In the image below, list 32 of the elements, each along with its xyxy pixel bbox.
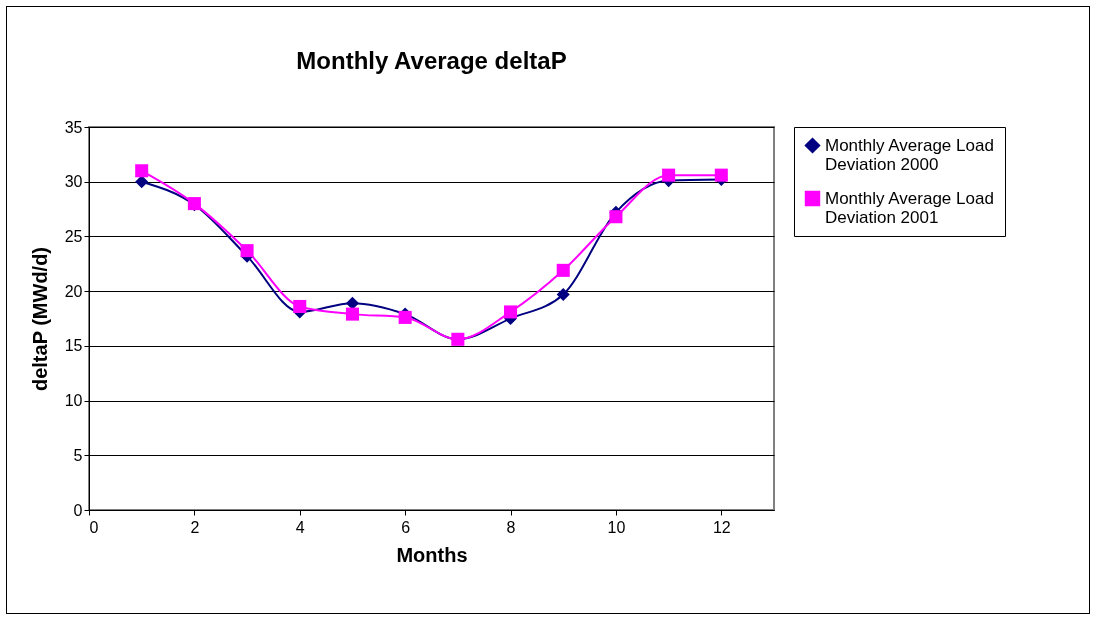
y-tick-label: 10 [64, 392, 83, 410]
y-tick-label: 25 [64, 227, 83, 245]
point [135, 175, 149, 189]
x-tick-label: 0 [89, 518, 99, 536]
point [556, 263, 570, 277]
point [135, 164, 149, 178]
point [345, 296, 359, 310]
point [609, 210, 623, 224]
legend-label: Monthly Average Load Deviation 2001 [825, 188, 994, 227]
y-tick-label: 15 [64, 337, 83, 355]
point [504, 305, 518, 319]
x-axis-title: Months [396, 543, 468, 566]
y-tick-label: 35 [64, 118, 83, 136]
chart-title: Monthly Average deltaP [296, 47, 567, 74]
x-tick-label: 2 [190, 518, 200, 536]
point [662, 168, 676, 182]
legend-label: Monthly Average Load Deviation 2000 [825, 135, 994, 174]
x-tick-label: 8 [506, 518, 516, 536]
x-tick-label: 12 [712, 518, 731, 536]
point [556, 287, 570, 301]
x-tick-label: 10 [607, 518, 626, 536]
y-axis-title: deltaP (MWd/d) [28, 246, 51, 392]
point [293, 299, 307, 313]
y-tick-label: 20 [64, 282, 83, 300]
point [240, 244, 254, 258]
y-tick-label: 5 [73, 446, 83, 464]
point [345, 307, 359, 321]
y-tick-label: 0 [73, 501, 83, 519]
x-tick-label: 4 [295, 518, 305, 536]
x-tick-label: 6 [401, 518, 411, 536]
point [714, 168, 728, 182]
y-tick-label: 30 [64, 173, 83, 191]
